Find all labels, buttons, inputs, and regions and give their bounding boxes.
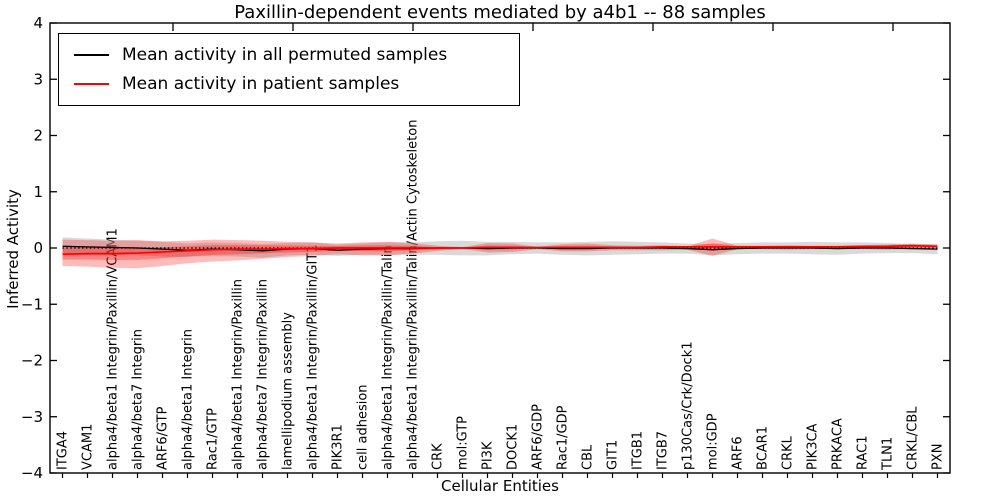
x-axis-label: Cellular Entities bbox=[441, 477, 559, 495]
x-tick-label: cell adhesion bbox=[356, 384, 371, 470]
patient-band-outer bbox=[62, 238, 938, 269]
y-tick-label: −3 bbox=[21, 408, 43, 426]
x-tick-label: ITGA4 bbox=[56, 431, 71, 470]
x-tick-label: CRK bbox=[431, 443, 446, 470]
x-tick-label: CRKL/CBL bbox=[906, 406, 921, 470]
x-tick-label: ITGB7 bbox=[656, 431, 671, 470]
legend-item-permuted: Mean activity in all permuted samples bbox=[59, 40, 519, 69]
x-tick-label: alpha4/beta1 Integrin/Paxillin/GIT1 bbox=[306, 244, 321, 470]
x-tick-label: GIT1 bbox=[606, 440, 621, 470]
x-tick-label: p130Cas/Crk/Dock1 bbox=[681, 341, 696, 470]
x-tick-label: ARF6/GDP bbox=[531, 404, 546, 470]
y-tick-label: 2 bbox=[33, 127, 43, 145]
x-tick-label: Rac1/GDP bbox=[556, 405, 571, 470]
x-tick-label: PXN bbox=[931, 444, 946, 470]
y-tick-label: −2 bbox=[21, 352, 43, 370]
x-tick-label: ARF6 bbox=[731, 436, 746, 470]
x-tick-label: alpha4/beta7 Integrin/Paxillin bbox=[256, 279, 271, 470]
x-tick-label: PRKACA bbox=[831, 418, 846, 470]
y-tick-label: 0 bbox=[33, 239, 43, 257]
y-axis-label: Inferred Activity bbox=[4, 189, 22, 309]
x-tick-label: PIK3CA bbox=[806, 423, 821, 470]
x-tick-label: lamellipodium assembly bbox=[281, 312, 296, 470]
x-tick-label: mol:GTP bbox=[456, 416, 471, 470]
x-tick-label: Rac1/GTP bbox=[206, 408, 221, 470]
patient-mean-line bbox=[62, 244, 938, 256]
x-tick-label: BCAR1 bbox=[756, 426, 771, 470]
x-tick-label: alpha4/beta1 Integrin bbox=[181, 329, 196, 470]
legend-label-patient: Mean activity in patient samples bbox=[122, 73, 400, 94]
x-tick-label: VCAM1 bbox=[81, 424, 96, 470]
x-tick-label: RAC1 bbox=[856, 435, 871, 470]
legend-line-patient-icon bbox=[74, 82, 109, 85]
x-tick-label: mol:GDP bbox=[706, 413, 721, 470]
chart-title: Paxillin-dependent events mediated by a4… bbox=[234, 2, 766, 23]
x-tick-label: alpha4/beta1 Integrin/Paxillin/VCAM1 bbox=[106, 228, 121, 470]
legend: Mean activity in all permuted samples Me… bbox=[58, 33, 520, 106]
y-tick-label: 1 bbox=[33, 183, 43, 201]
legend-line-permuted-icon bbox=[74, 53, 109, 56]
y-tick-label: 3 bbox=[33, 70, 43, 88]
x-tick-label: ITGB1 bbox=[631, 431, 646, 470]
y-tick-label: −4 bbox=[21, 464, 43, 482]
x-tick-label: alpha4/beta1 Integrin/Paxillin bbox=[231, 279, 246, 470]
y-tick-label: 4 bbox=[33, 14, 43, 32]
x-tick-label: PIK3R1 bbox=[331, 424, 346, 470]
x-tick-label: TLN1 bbox=[881, 437, 896, 471]
x-tick-label: DOCK1 bbox=[506, 424, 521, 470]
legend-item-patient: Mean activity in patient samples bbox=[59, 69, 519, 98]
x-tick-label: alpha4/beta1 Integrin/Paxillin/Talin bbox=[381, 245, 396, 470]
x-tick-label: alpha4/beta1 Integrin/Paxillin/Talin/Act… bbox=[406, 120, 421, 470]
x-tick-label: ARF6/GTP bbox=[156, 406, 171, 470]
x-tick-label: PI3K bbox=[481, 441, 496, 470]
x-tick-label: CBL bbox=[581, 444, 596, 470]
x-tick-label: CRKL bbox=[781, 435, 796, 470]
x-tick-label: alpha4/beta7 Integrin bbox=[131, 329, 146, 470]
y-tick-label: −1 bbox=[21, 295, 43, 313]
legend-label-permuted: Mean activity in all permuted samples bbox=[122, 44, 448, 65]
